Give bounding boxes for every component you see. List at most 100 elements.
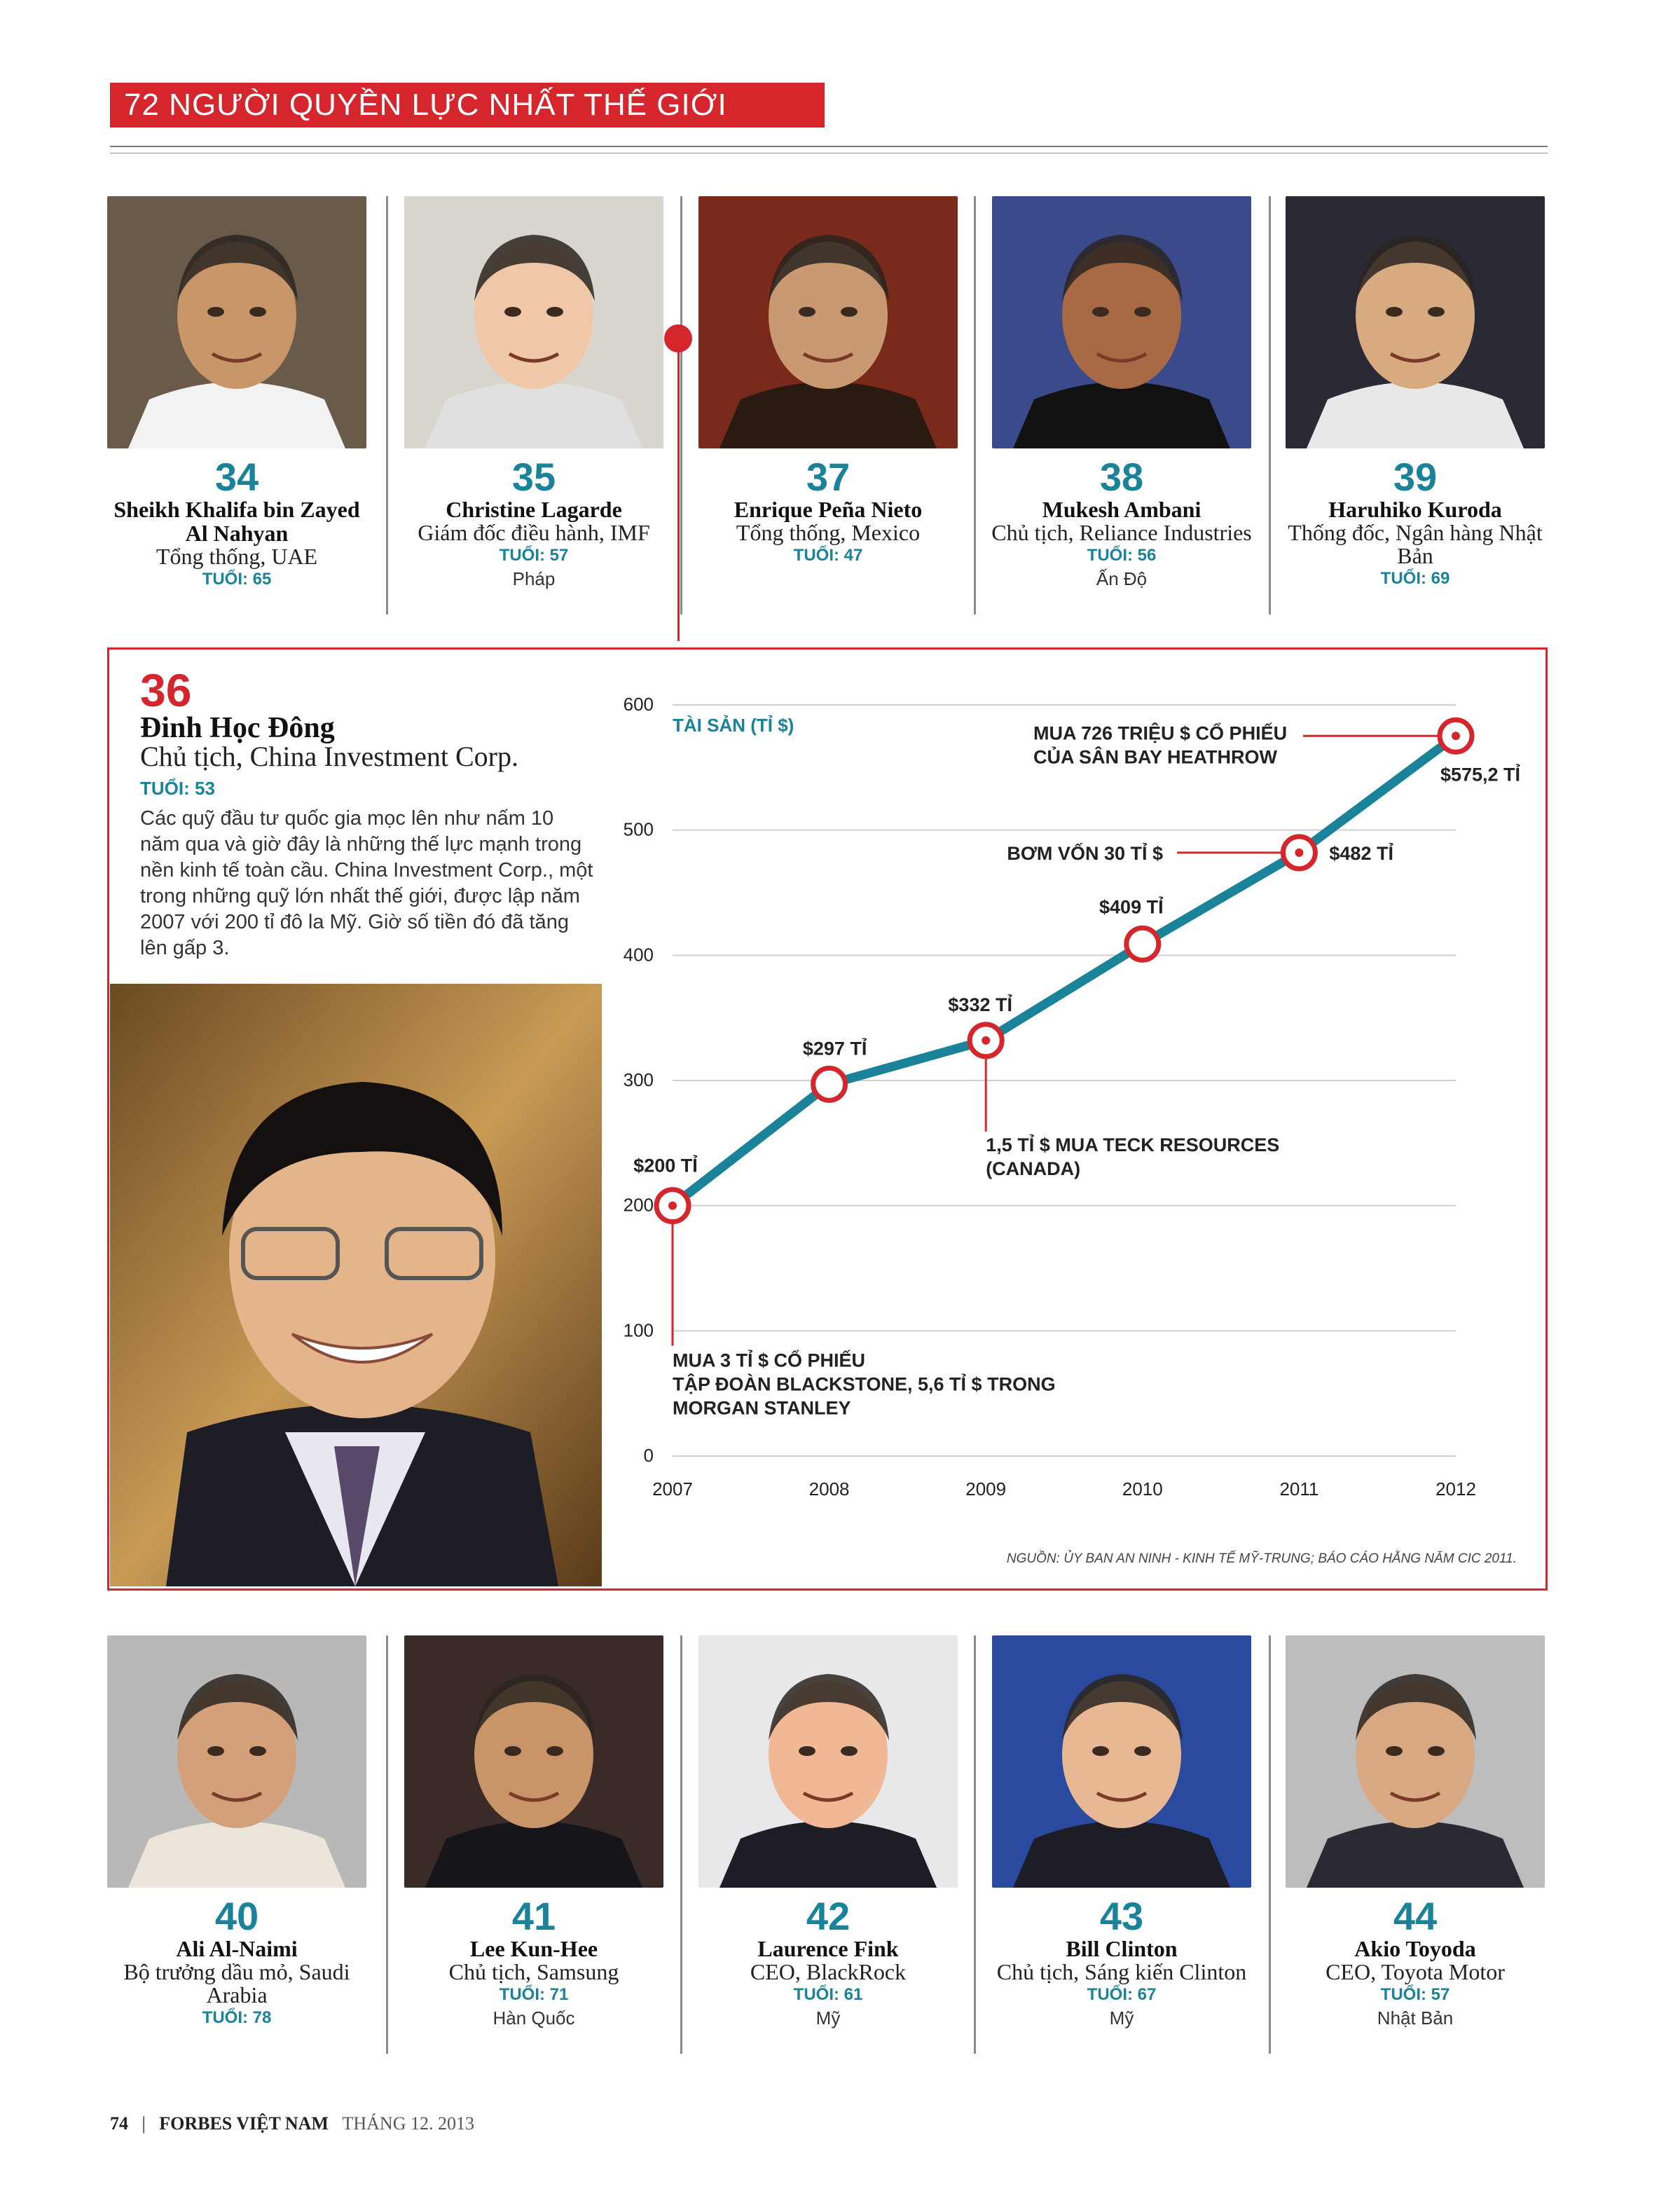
top-photo-35	[404, 196, 663, 448]
feature-name: Đinh Học Đông	[140, 712, 335, 744]
column-separator	[1269, 196, 1271, 615]
y-axis-label: TÀI SẢN (TỈ $)	[673, 715, 794, 736]
person-rank: 35	[511, 455, 556, 499]
series-line	[668, 731, 1461, 1211]
data-label: $200 TỈ	[633, 1154, 698, 1176]
annotation-text: 1,5 TỈ $ MUA TECK RESOURCES	[986, 1133, 1279, 1155]
annotation-text: MUA 3 TỈ $ CỔ PHIẾU	[673, 1349, 865, 1371]
person-role: CEO, Toyota Motor	[1326, 1959, 1505, 1984]
person-country: Mỹ	[1109, 2007, 1134, 2029]
y-tick-label: 600	[624, 694, 654, 715]
feature-role: Chủ tịch, China Investment Corp.	[140, 741, 518, 772]
feature-age: TUỔI: 53	[140, 778, 215, 799]
person-name: Akio Toyoda	[1354, 1936, 1476, 1961]
person-name: Enrique Peña Nieto	[734, 497, 923, 522]
connector-line	[677, 333, 680, 641]
person-rank: 34	[214, 455, 259, 499]
top-photo-38	[992, 196, 1251, 448]
person-country: Ấn Độ	[1096, 568, 1148, 589]
bottom-card-41: 41 Lee Kun-Hee Chủ tịch, Samsung TUỔI: 71 Hà…	[401, 1896, 667, 2030]
person-name: Haruhiko Kuroda	[1328, 497, 1502, 522]
x-tick-label: 2011	[1279, 1478, 1318, 1499]
x-tick-label: 2012	[1435, 1478, 1476, 1499]
x-tick-label: 2007	[652, 1478, 693, 1499]
column-separator	[1269, 1635, 1271, 2054]
person-name: Mukesh Ambani	[1042, 497, 1202, 522]
person-rank: 41	[511, 1894, 556, 1938]
page-number: 74	[110, 2113, 128, 2134]
bottom-photo-41	[404, 1635, 663, 1888]
person-age: TUỔI: 56	[1087, 546, 1157, 565]
feature-body-text: Các quỹ đầu tư quốc gia mọc lên như nấm …	[140, 807, 593, 959]
issue-date: THÁNG 12. 2013	[342, 2113, 474, 2134]
page-footer: 74 | FORBES VIỆT NAM THÁNG 12. 2013	[110, 2113, 474, 2134]
column-separator	[680, 196, 682, 615]
bottom-photo-40	[107, 1635, 366, 1888]
person-role: Chủ tịch, Sáng kiến Clinton	[996, 1959, 1247, 1984]
person-country: Nhật Bản	[1377, 2007, 1454, 2029]
person-name: Lee Kun-Hee	[469, 1936, 598, 1961]
person-country: Mỹ	[815, 2007, 841, 2029]
person-rank: 43	[1099, 1894, 1144, 1938]
person-rank: 38	[1099, 455, 1144, 499]
data-point	[811, 1065, 848, 1103]
bottom-card-40: 40 Ali Al-Naimi Bộ trưởng dầu mỏ, Saudi Ar…	[104, 1896, 370, 2029]
person-age: TUỔI: 57	[499, 546, 569, 565]
chart-svg: 0 100 200 300 400 500 600 TÀI SẢN (TỈ $) 2007 200…	[624, 694, 1521, 1566]
column-separator	[386, 196, 388, 615]
x-tick-label: 2008	[809, 1478, 850, 1499]
annotation-text: MUA 726 TRIỆU $ CỔ PHIẾU	[1033, 722, 1287, 743]
top-card-35: 35 Christine Lagarde Giám đốc điều hành, I…	[401, 457, 667, 591]
person-age: TUỔI: 61	[793, 1985, 863, 2004]
top-photo-39	[1286, 196, 1545, 448]
person-name: Sheikh Khalifa bin Zayed Al Nahyan	[113, 497, 360, 546]
footer-separator: |	[142, 2113, 146, 2134]
y-tick-label: 400	[624, 944, 654, 965]
person-rank: 37	[806, 455, 851, 499]
bottom-card-44: 44 Akio Toyoda CEO, Toyota Motor TUỔI: 57 Nh…	[1282, 1896, 1548, 2030]
y-tick-label: 0	[644, 1445, 654, 1466]
person-country: Hàn Quốc	[493, 2007, 575, 2029]
data-label: $409 TỈ	[1099, 895, 1164, 917]
person-name: Bill Clinton	[1066, 1936, 1178, 1961]
chart-source: NGUỒN: ỦY BAN AN NINH - KINH TẾ MỸ-TRUNG…	[1007, 1551, 1517, 1566]
person-age: TUỔI: 71	[499, 1985, 569, 2004]
annotation-text: CỦA SÂN BAY HEATHROW	[1033, 745, 1278, 767]
header-rule	[110, 146, 1548, 147]
person-rank: 39	[1393, 455, 1438, 499]
top-photo-37	[698, 196, 958, 448]
person-name: Christine Lagarde	[446, 497, 622, 522]
column-separator	[680, 1635, 682, 2054]
person-age: TUỔI: 47	[793, 546, 863, 565]
person-age: TUỔI: 57	[1380, 1985, 1450, 2004]
bottom-card-42: 42 Laurence Fink CEO, BlackRock TUỔI: 61 Mỹ	[695, 1896, 961, 2030]
bottom-photo-43	[992, 1635, 1251, 1888]
bottom-card-43: 43 Bill Clinton Chủ tịch, Sáng kiến Clinto…	[989, 1896, 1255, 2030]
person-age: TUỔI: 78	[202, 2008, 272, 2027]
top-card-39: 39 Haruhiko Kuroda Thống đốc, Ngân hàng Nh…	[1282, 457, 1548, 590]
annotation-text: (CANADA)	[986, 1158, 1080, 1179]
top-photo-34	[107, 196, 366, 448]
data-point-center	[1452, 732, 1460, 741]
data-point-center	[668, 1201, 677, 1210]
data-point-center	[1295, 848, 1304, 857]
annotation-text: BƠM VỐN 30 TỈ $	[1007, 842, 1163, 864]
data-label: $575,2 TỈ	[1440, 762, 1521, 785]
x-tick-label: 2009	[965, 1478, 1006, 1499]
feature-box	[107, 647, 1548, 1591]
bottom-photo-42	[698, 1635, 958, 1888]
top-card-34: 34 Sheikh Khalifa bin Zayed Al Nahyan Tổng…	[104, 457, 370, 591]
person-role: Bộ trưởng dầu mỏ, Saudi Arabia	[123, 1959, 350, 2007]
section-title: 72 NGƯỜI QUYỀN LỰC NHẤT THẾ GIỚI	[110, 83, 825, 128]
column-separator	[974, 1635, 976, 2054]
bottom-photo-44	[1286, 1635, 1545, 1888]
person-name: Ali Al-Naimi	[176, 1936, 298, 1961]
data-label: $332 TỈ	[948, 993, 1012, 1015]
feature-rank: 36	[140, 664, 192, 716]
x-tick-label: 2010	[1122, 1478, 1163, 1499]
magazine-name: FORBES VIỆT NAM	[159, 2113, 329, 2134]
data-label: $482 TỈ	[1329, 842, 1393, 864]
top-card-37: 37 Enrique Peña Nieto Tổng thống, Mexico TU…	[695, 457, 961, 567]
y-tick-label: 200	[624, 1195, 654, 1216]
person-name: Laurence Fink	[757, 1936, 899, 1961]
